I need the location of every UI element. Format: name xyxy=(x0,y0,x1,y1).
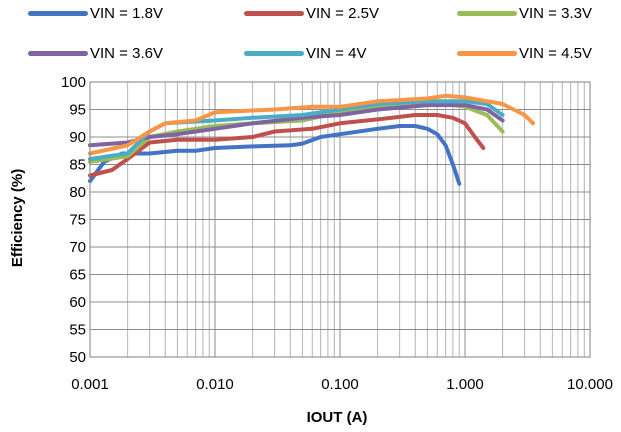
y-tick-label: 90 xyxy=(69,129,86,146)
legend-label-vin-4: VIN = 4V xyxy=(306,44,367,62)
legend-item-vin-3p3: VIN = 3.3V xyxy=(457,3,592,23)
legend-item-vin-3p6: VIN = 3.6V xyxy=(28,43,163,63)
x-tick-label: 10.000 xyxy=(567,376,613,393)
series-line-3 xyxy=(88,103,505,148)
plot-border xyxy=(89,81,591,358)
legend-label-vin-3p6: VIN = 3.6V xyxy=(90,44,163,62)
y-tick-label: 100 xyxy=(61,74,86,91)
y-tick-label: 85 xyxy=(69,157,86,174)
legend-item-vin-2p5: VIN = 2.5V xyxy=(244,3,379,23)
y-tick-label: 60 xyxy=(69,294,86,311)
legend-label-vin-1p8: VIN = 1.8V xyxy=(90,4,163,22)
legend-swatch-vin-1p8 xyxy=(28,10,88,16)
y-tick-label: 95 xyxy=(69,102,86,119)
series-lines xyxy=(88,93,535,186)
y-tick-labels: 50 55 60 65 70 75 80 85 90 95 100 xyxy=(61,74,86,366)
legend-item-vin-4: VIN = 4V xyxy=(244,43,366,63)
legend-label-vin-3p3: VIN = 3.3V xyxy=(519,4,592,22)
x-axis-title: IOUT (A) xyxy=(307,409,368,426)
y-axis-title: Efficiency (%) xyxy=(9,169,26,267)
legend-swatch-vin-4 xyxy=(244,50,304,56)
legend-swatch-vin-3p6 xyxy=(28,50,88,56)
y-tick-label: 65 xyxy=(69,267,86,284)
legend-swatch-vin-4p5 xyxy=(457,50,517,56)
series-line-1 xyxy=(88,113,486,178)
legend-swatch-vin-3p3 xyxy=(457,10,517,16)
x-tick-labels: 0.001 0.010 0.100 1.000 10.000 xyxy=(71,376,613,393)
chart-legend: VIN = 1.8V VIN = 2.5V VIN = 3.3V VIN = 3… xyxy=(0,0,621,76)
y-tick-label: 80 xyxy=(69,184,86,201)
x-tick-label: 0.010 xyxy=(196,376,234,393)
y-tick-label: 55 xyxy=(69,322,86,339)
legend-label-vin-2p5: VIN = 2.5V xyxy=(306,4,379,22)
legend-label-vin-4p5: VIN = 4.5V xyxy=(519,44,592,62)
y-tick-label: 50 xyxy=(69,349,86,366)
legend-item-vin-4p5: VIN = 4.5V xyxy=(457,43,592,63)
plot-frame xyxy=(89,81,591,358)
x-tick-label: 0.001 xyxy=(71,376,109,393)
y-tick-label: 75 xyxy=(69,212,86,229)
legend-item-vin-1p8: VIN = 1.8V xyxy=(28,3,163,23)
series-line-0 xyxy=(88,124,462,186)
y-tick-label: 70 xyxy=(69,239,86,256)
x-tick-label: 0.100 xyxy=(321,376,359,393)
series-line-5 xyxy=(88,93,535,156)
legend-swatch-vin-2p5 xyxy=(244,10,304,16)
x-tick-label: 1.000 xyxy=(446,376,484,393)
